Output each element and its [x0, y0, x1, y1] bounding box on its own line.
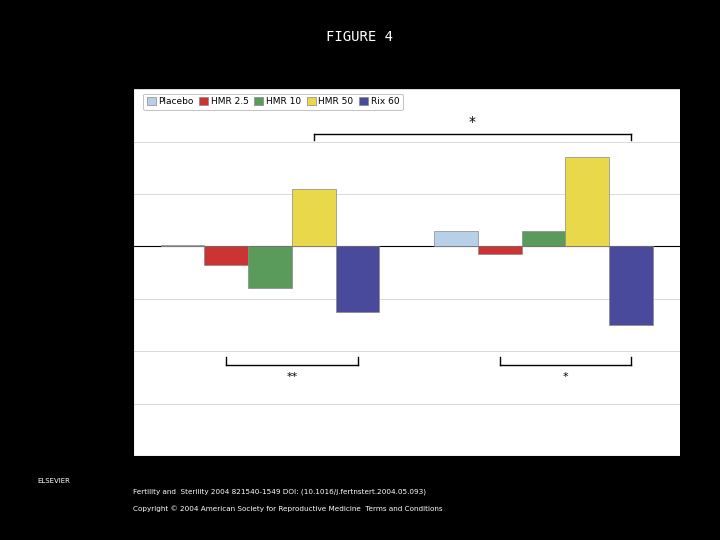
Text: Fertility and  Sterility 2004 821540-1549 DOI: (10.1016/j.fertnstert.2004.05.093: Fertility and Sterility 2004 821540-1549…	[133, 489, 426, 495]
Text: Copyright © 2004 American Society for Reproductive Medicine  Terms and Condition: Copyright © 2004 American Society for Re…	[133, 505, 443, 511]
Bar	[336, 246, 379, 312]
Bar	[478, 246, 522, 254]
Bar	[434, 231, 478, 246]
Bar	[522, 231, 565, 246]
Text: *: *	[469, 116, 476, 130]
Y-axis label: percentage change from baseline in triglycerides: percentage change from baseline in trigl…	[91, 161, 101, 384]
Bar	[248, 246, 292, 288]
Text: FIGURE 4: FIGURE 4	[326, 30, 394, 44]
Text: **: **	[287, 373, 297, 382]
Legend: Placebo, HMR 2.5, HMR 10, HMR 50, Rix 60: Placebo, HMR 2.5, HMR 10, HMR 50, Rix 60	[143, 93, 403, 110]
Bar	[565, 157, 609, 246]
Bar	[292, 189, 336, 246]
Bar	[204, 246, 248, 265]
Bar	[609, 246, 653, 325]
Text: *: *	[562, 373, 568, 382]
Text: ELSEVIER: ELSEVIER	[37, 477, 71, 484]
Bar	[161, 245, 204, 246]
